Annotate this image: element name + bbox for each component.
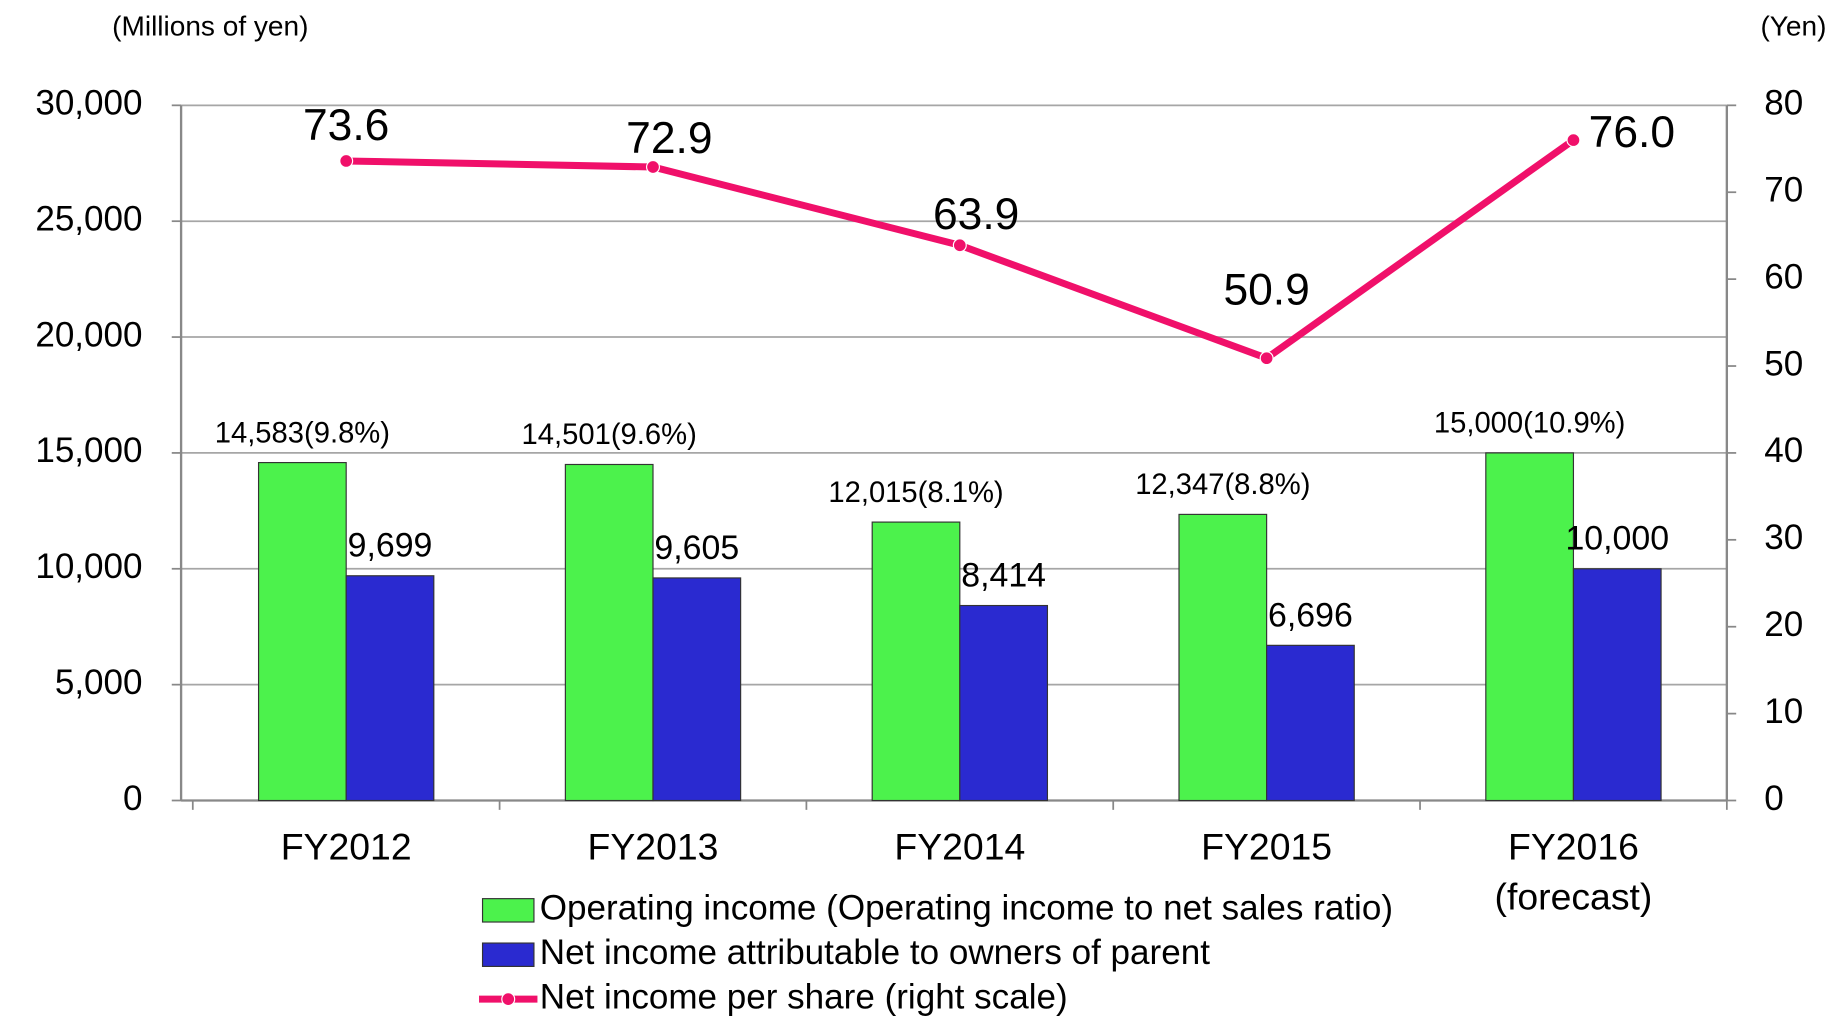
bar-value-label: 6,696 xyxy=(1268,596,1353,634)
bar-value-label: 9,605 xyxy=(654,529,739,567)
bar-value-label: 14,583(9.8%) xyxy=(215,417,390,449)
bar xyxy=(564,463,654,802)
y2-tick-label: 30 xyxy=(1764,518,1803,557)
line-value-label: 73.6 xyxy=(303,101,389,150)
bar xyxy=(652,577,742,802)
bar-value-label: 10,000 xyxy=(1565,520,1669,558)
y-tick-label: 20,000 xyxy=(35,315,142,354)
legend-label: Operating income (Operating income to ne… xyxy=(540,889,1393,928)
bar-value-label: 9,699 xyxy=(348,527,433,565)
x-tick-label: FY2015 xyxy=(1201,825,1332,867)
bar xyxy=(1572,568,1662,802)
y2-tick-label: 60 xyxy=(1764,257,1803,296)
bar xyxy=(345,575,435,802)
y-tick-label: 0 xyxy=(123,779,143,818)
line-value-label: 72.9 xyxy=(626,114,712,163)
line-marker xyxy=(1259,351,1274,366)
x-tick-label: FY2012 xyxy=(281,825,412,867)
y-axis-label: (Millions of yen) xyxy=(112,11,308,42)
x-tick-label: FY2013 xyxy=(588,825,719,867)
y-tick-label: 10,000 xyxy=(35,547,142,586)
bar-value-label: 12,347(8.8%) xyxy=(1135,469,1310,501)
y2-tick-label: 0 xyxy=(1764,779,1783,818)
y-tick-label: 25,000 xyxy=(35,199,142,238)
bar xyxy=(257,461,347,802)
bar-value-label: 15,000(10.9%) xyxy=(1434,408,1625,440)
legend-label: Net income per share (right scale) xyxy=(540,977,1068,1016)
y2-tick-label: 80 xyxy=(1764,84,1803,123)
y-tick-label: 15,000 xyxy=(35,431,142,470)
line-marker xyxy=(952,238,967,253)
y2-tick-label: 40 xyxy=(1764,431,1803,470)
y-tick-label: 5,000 xyxy=(55,663,143,702)
y2-tick-label: 20 xyxy=(1764,605,1803,644)
y2-tick-label: 10 xyxy=(1764,692,1803,731)
y-tick-label: 30,000 xyxy=(35,84,142,123)
y2-tick-label: 70 xyxy=(1764,170,1803,209)
legend-swatch xyxy=(481,942,535,967)
bar xyxy=(959,604,1049,802)
line-value-label: 63.9 xyxy=(933,190,1019,239)
bar xyxy=(1178,513,1268,802)
legend-label: Net income attributable to owners of par… xyxy=(540,933,1210,972)
line-value-label: 50.9 xyxy=(1223,265,1309,314)
legend-marker xyxy=(501,992,516,1007)
bar-value-label: 12,015(8.1%) xyxy=(828,477,1003,509)
line-marker xyxy=(1566,133,1581,148)
bar xyxy=(1485,452,1575,802)
x-tick-label: FY2014 xyxy=(894,825,1025,867)
line-marker xyxy=(339,153,354,168)
y2-tick-label: 50 xyxy=(1764,344,1803,383)
x-tick-label: FY2016 xyxy=(1508,825,1639,867)
bar-value-label: 14,501(9.6%) xyxy=(522,419,697,451)
line-marker xyxy=(645,160,661,175)
bar xyxy=(871,521,961,802)
bar xyxy=(1266,644,1355,802)
legend-swatch xyxy=(481,898,535,923)
bar-value-label: 8,414 xyxy=(961,556,1046,594)
line-value-label: 76.0 xyxy=(1589,108,1675,157)
y2-axis-label: (Yen) xyxy=(1760,11,1826,42)
x-tick-label: (forecast) xyxy=(1495,876,1653,918)
